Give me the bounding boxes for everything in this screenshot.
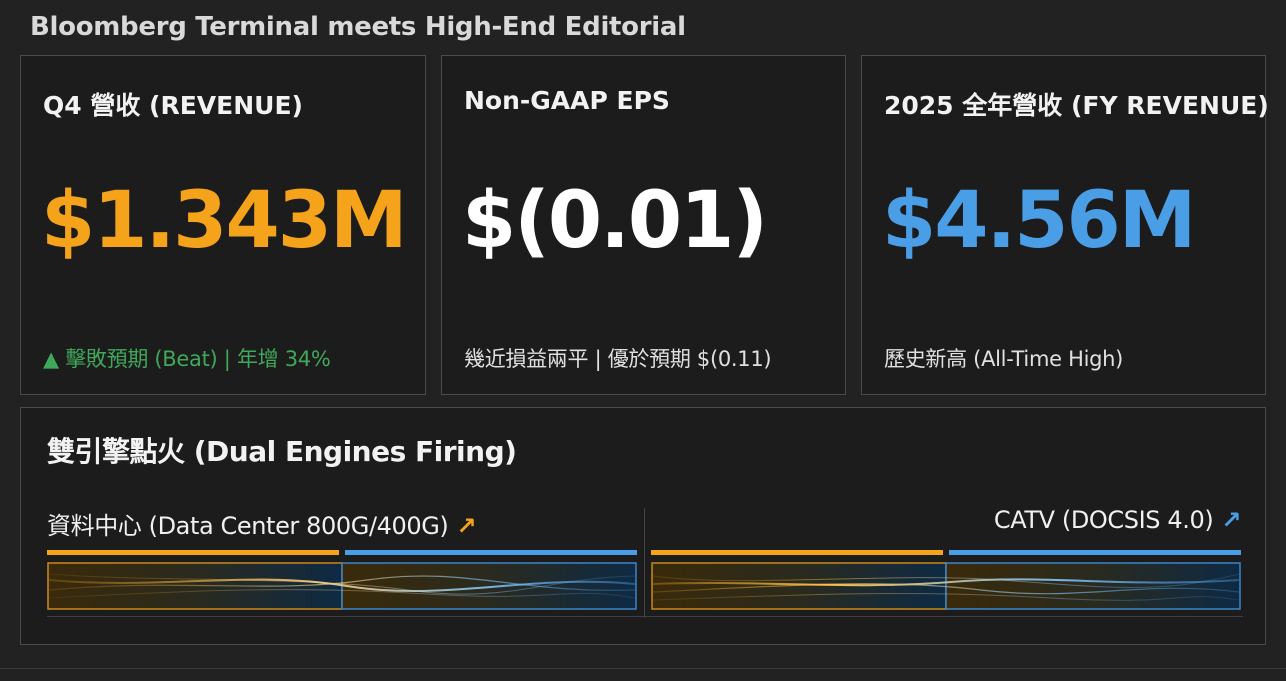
engine-label-text: 資料中心 (Data Center 800G/400G) xyxy=(47,512,449,540)
panel-title: 雙引擎點火 (Dual Engines Firing) xyxy=(47,435,517,468)
kpi-label: Q4 營收 (REVENUE) xyxy=(43,91,303,120)
panel-rule xyxy=(47,616,1243,617)
page-title: Bloomberg Terminal meets High-End Editor… xyxy=(30,12,686,42)
kpi-label: Non-GAAP EPS xyxy=(464,86,670,115)
trend-up-arrow-icon: ↗ xyxy=(456,512,477,540)
fiber-visual xyxy=(651,550,1241,610)
engine-label: CATV (DOCSIS 4.0) ↗ xyxy=(993,506,1242,534)
fiber-visual xyxy=(47,550,637,610)
kpi-card-q4-revenue: Q4 營收 (REVENUE) $1.343M ▲ 擊敗預期 (Beat) | … xyxy=(20,55,426,395)
engine-divider xyxy=(644,508,645,618)
kpi-value: $1.343M xyxy=(41,176,408,266)
engine-label: 資料中心 (Data Center 800G/400G) ↗ xyxy=(47,506,477,541)
kpi-note: 幾近損益兩平 | 優於預期 $(0.11) xyxy=(464,347,772,371)
kpi-card-eps: Non-GAAP EPS $(0.01) 幾近損益兩平 | 優於預期 $(0.1… xyxy=(441,55,846,395)
trend-up-arrow-icon: ↗ xyxy=(1221,506,1241,534)
footer-divider xyxy=(0,668,1286,669)
kpi-note: 歷史新高 (All-Time High) xyxy=(884,347,1124,371)
kpi-value: $(0.01) xyxy=(462,176,768,266)
fiber-bundle-graphic xyxy=(47,550,637,610)
fiber-bundle-graphic xyxy=(651,550,1241,610)
dual-engines-panel: 雙引擎點火 (Dual Engines Firing) 資料中心 (Data C… xyxy=(20,407,1266,645)
engine-label-text: CATV (DOCSIS 4.0) xyxy=(993,506,1214,534)
kpi-note: ▲ 擊敗預期 (Beat) | 年增 34% xyxy=(43,347,331,371)
kpi-value: $4.56M xyxy=(882,176,1196,266)
kpi-label: 2025 全年營收 (FY REVENUE) xyxy=(884,91,1269,120)
kpi-card-fy-revenue: 2025 全年營收 (FY REVENUE) $4.56M 歷史新高 (All-… xyxy=(861,55,1269,395)
